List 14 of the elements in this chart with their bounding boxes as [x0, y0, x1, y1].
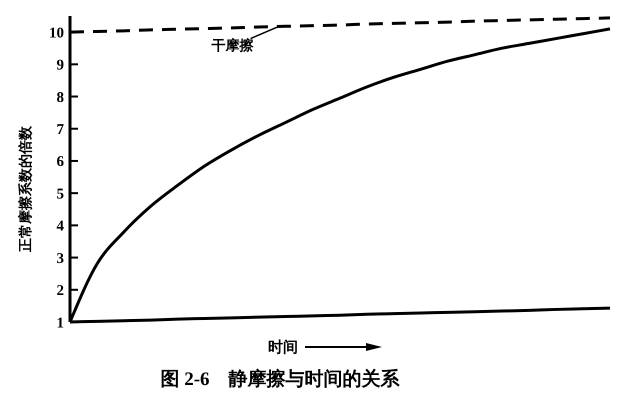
annotation: 干摩擦 [210, 36, 255, 54]
y-tick-label: 2 [56, 283, 64, 300]
y-tick-label: 1 [56, 315, 64, 332]
y-tick-label: 3 [56, 250, 64, 267]
text: 图 2-6 静摩擦与时间的关系 [160, 368, 401, 390]
y-tick-label: 5 [56, 186, 64, 202]
x-axis-title: 时间 [268, 339, 298, 356]
y-tick-label: 10 [49, 25, 64, 42]
y-tick-label: 7 [56, 122, 64, 138]
y-axis-title: 正常摩擦系数的倍数 [17, 125, 34, 253]
y-tick-label: 6 [56, 154, 64, 170]
y-tick-label: 8 [56, 90, 64, 106]
y-tick-label: 4 [56, 218, 64, 235]
y-tick-label: 9 [56, 58, 64, 74]
